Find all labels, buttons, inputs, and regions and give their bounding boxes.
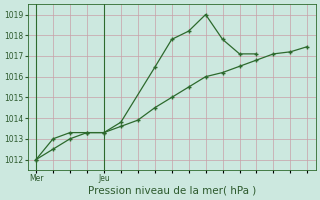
X-axis label: Pression niveau de la mer( hPa ): Pression niveau de la mer( hPa ): [88, 186, 256, 196]
